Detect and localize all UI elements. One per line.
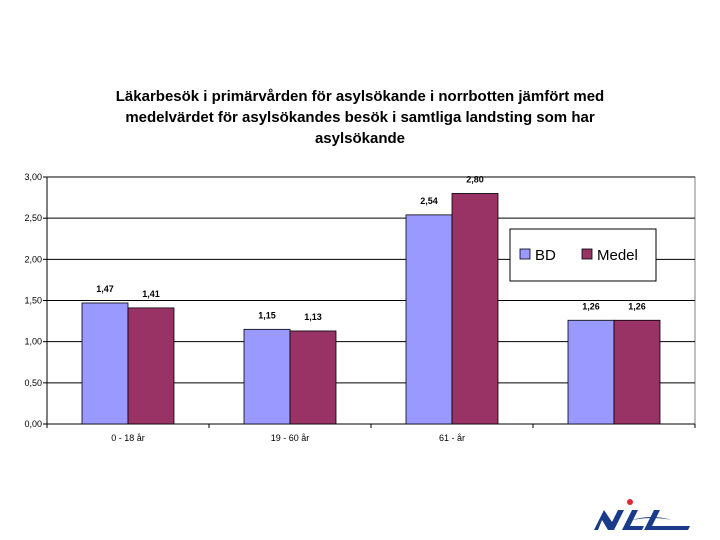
bar-bd	[81, 302, 129, 425]
bar-medel	[127, 307, 175, 425]
bar-bd	[243, 328, 291, 425]
data-label: 1,26	[582, 301, 600, 311]
y-tick-label: 2,00	[24, 254, 42, 264]
bar-medel	[613, 319, 661, 425]
y-tick-label: 3,00	[24, 172, 42, 182]
data-label: 1,47	[96, 284, 114, 294]
plot-area: 0,00 0,50 1,00 1,50 2,00 2,50 3,00 1,47 1,41 0 - …	[24, 172, 696, 443]
data-label: 1,13	[304, 312, 322, 322]
y-tick-label: 0,50	[24, 378, 42, 388]
legend-label-medel: Medel	[597, 247, 638, 264]
data-label: 1,15	[258, 310, 276, 320]
bar-bd	[567, 319, 615, 425]
bar-medel	[289, 330, 337, 425]
data-label: 2,80	[466, 174, 484, 184]
x-category-label: 19 - 60 år	[271, 433, 310, 443]
bar-bd	[405, 214, 453, 425]
data-label: 1,26	[628, 301, 646, 311]
y-tick-label: 0,00	[24, 419, 42, 429]
bar-medel	[451, 193, 499, 425]
legend-label-bd: BD	[535, 247, 556, 264]
data-label: 2,54	[420, 196, 438, 206]
data-label: 1,41	[142, 289, 160, 299]
x-category-label: 61 - år	[439, 433, 465, 443]
chart-title: Läkarbesök i primärvården för asylsökand…	[115, 88, 605, 147]
y-tick-label: 2,50	[24, 213, 42, 223]
y-tick-label: 1,50	[24, 296, 42, 306]
chart-legend: BD Medel	[509, 228, 657, 282]
legend-swatch-medel	[581, 248, 593, 260]
y-tick-label: 1,00	[24, 337, 42, 347]
legend-swatch-bd	[519, 248, 531, 260]
nll-logo-icon	[594, 499, 690, 530]
x-category-label: 0 - 18 år	[111, 433, 145, 443]
